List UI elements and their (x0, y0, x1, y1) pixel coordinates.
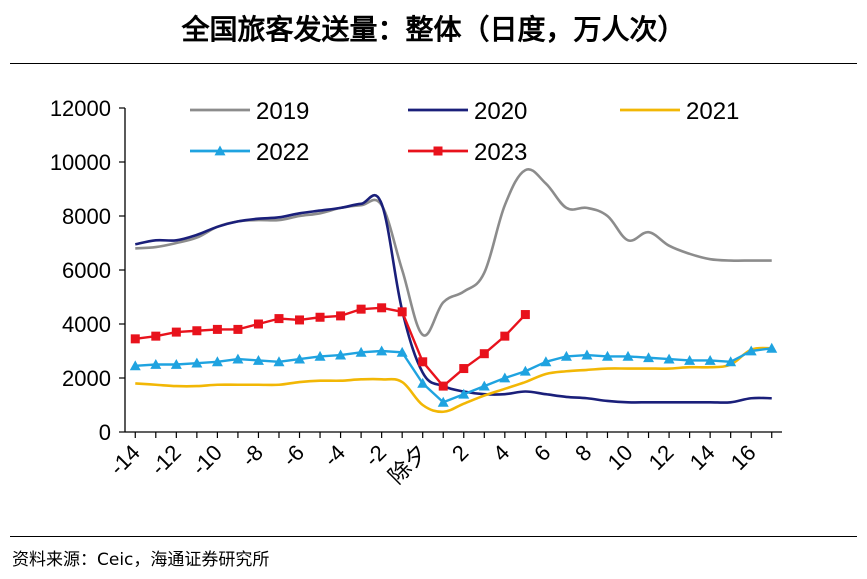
series-point-2022 (252, 354, 264, 365)
series-point-2023 (377, 303, 387, 313)
series-point-2022 (684, 354, 696, 365)
x-tick-label: -8 (236, 440, 268, 472)
x-tick-label: 12 (644, 440, 679, 475)
series-point-2023 (459, 364, 469, 374)
series-point-2022 (643, 352, 655, 363)
series-point-2022 (314, 350, 326, 361)
series-point-2022 (437, 396, 449, 407)
series-point-2023 (192, 326, 202, 336)
legend-label-2019: 2019 (256, 98, 309, 125)
x-tick-label: -4 (319, 440, 351, 472)
series-point-2022 (129, 360, 141, 371)
series-line-2020 (135, 193, 772, 404)
series-point-2023 (130, 334, 140, 344)
series-point-2022 (150, 359, 162, 369)
series-point-2023 (336, 311, 346, 321)
x-tick-label: -6 (278, 440, 310, 472)
series-point-2022 (560, 350, 572, 361)
x-tick-label: -12 (146, 440, 186, 480)
series-point-2022 (704, 354, 716, 365)
x-tick-label: 10 (603, 440, 638, 475)
y-tick-label: 12000 (50, 96, 111, 121)
x-tick-label: 14 (685, 440, 720, 475)
series-point-2022 (499, 372, 511, 383)
series-point-2023 (171, 327, 181, 337)
x-tick-label: 8 (570, 440, 596, 466)
legend-marker-2022 (214, 145, 226, 156)
source-note: 资料来源：Ceic，海通证券研究所 (12, 550, 270, 570)
series-point-2022 (766, 342, 778, 353)
series-point-2023 (253, 319, 263, 329)
series-point-2022 (417, 377, 429, 388)
y-tick-label: 0 (99, 420, 111, 445)
series-point-2023 (438, 381, 448, 391)
legend-label-2023: 2023 (474, 139, 527, 166)
series-point-2022 (355, 346, 367, 357)
series-point-2023 (274, 314, 284, 324)
legend-label-2020: 2020 (474, 98, 527, 125)
series-point-2022 (294, 353, 306, 364)
series-point-2023 (295, 315, 305, 325)
y-tick-label: 4000 (62, 312, 111, 337)
series-point-2022 (191, 357, 203, 368)
chart-title: 全国旅客发送量：整体（日度，万人次） (181, 13, 686, 46)
y-tick-label: 6000 (62, 258, 111, 283)
y-tick-label: 2000 (62, 366, 111, 391)
series-point-2022 (745, 345, 757, 356)
series-point-2023 (520, 310, 530, 320)
series-point-2023 (151, 331, 161, 341)
series-line-2021 (135, 346, 772, 414)
series-point-2022 (725, 356, 737, 367)
y-tick-label: 10000 (50, 150, 111, 175)
series-point-2022 (211, 356, 223, 367)
legend-marker-2023 (433, 146, 443, 156)
series-point-2022 (663, 353, 675, 364)
legend-label-2021: 2021 (686, 98, 739, 125)
top-rule (10, 63, 857, 64)
series-point-2023 (418, 357, 428, 367)
series-line-2019 (135, 167, 772, 337)
series-point-2022 (581, 349, 593, 360)
series-point-2022 (601, 350, 613, 361)
x-tick-label: 2 (447, 440, 473, 466)
series-point-2023 (397, 307, 407, 317)
x-tick-label: -10 (187, 440, 227, 480)
series-point-2023 (212, 324, 222, 334)
series-line-2022 (135, 347, 772, 404)
series-point-2022 (376, 345, 388, 356)
series-point-2023 (233, 324, 243, 334)
series-point-2023 (479, 349, 489, 359)
x-tick-label: 4 (488, 440, 514, 466)
series-point-2022 (273, 356, 285, 367)
x-tick-label: -14 (105, 440, 145, 480)
series-point-2022 (458, 388, 470, 399)
series-point-2022 (170, 359, 182, 369)
bottom-rule (10, 536, 857, 537)
series-point-2022 (335, 349, 347, 360)
series-point-2022 (478, 380, 490, 391)
x-tick-label: 6 (529, 440, 555, 466)
series-point-2022 (232, 353, 244, 364)
series-point-2022 (540, 356, 552, 367)
series-point-2023 (500, 331, 510, 341)
x-tick-label: 16 (726, 440, 761, 475)
legend-label-2022: 2022 (256, 139, 309, 166)
series-point-2022 (396, 346, 408, 357)
series-line-2023 (135, 306, 527, 388)
series-point-2022 (622, 350, 634, 361)
series-point-2023 (315, 312, 325, 322)
x-tick-label: 除夕 (383, 440, 432, 489)
series-point-2023 (356, 304, 366, 314)
y-tick-label: 8000 (62, 204, 111, 229)
series-point-2022 (519, 365, 531, 376)
